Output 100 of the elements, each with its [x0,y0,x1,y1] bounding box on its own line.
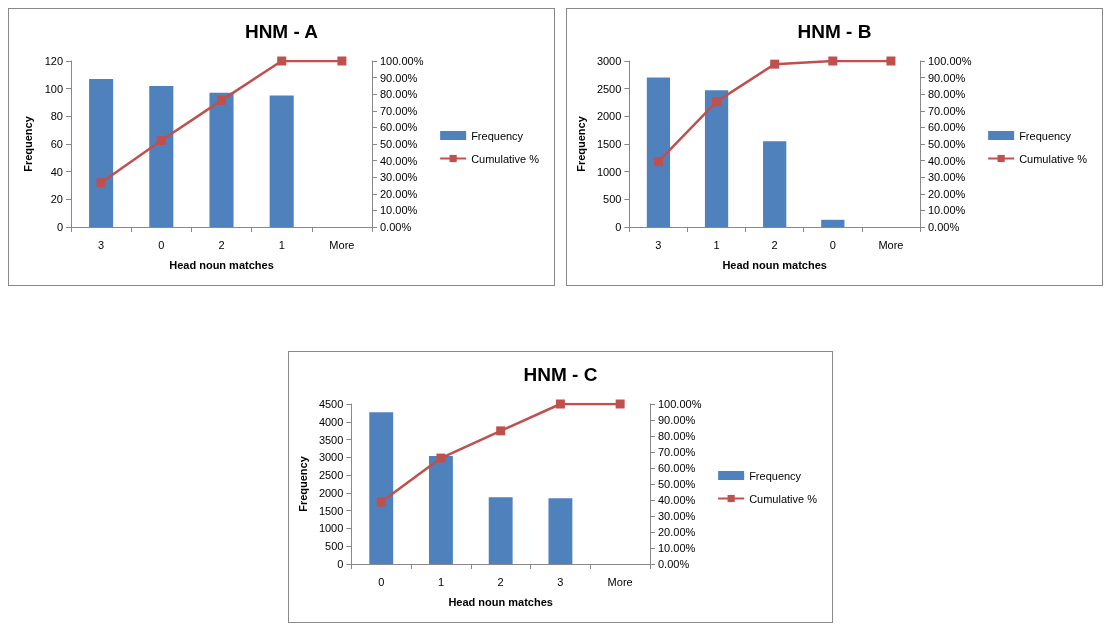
y-tick-label: 3000 [596,55,622,67]
y2-tick-label: 0.00% [380,221,412,233]
y2-tick-label: 80.00% [658,430,696,442]
x-axis-title: Head noun matches [169,258,274,271]
y-tick-label: 1000 [596,165,622,178]
y2-tick-label: 50.00% [928,138,966,150]
y2-tick-label: 60.00% [658,462,696,474]
point [436,453,446,463]
y-tick-label: 40 [50,165,63,178]
y2-tick-label: 50.00% [658,478,696,490]
point [337,56,347,66]
y-tick-label: 2000 [596,110,622,123]
y-tick-label: 80 [50,110,63,123]
y2-tick-label: 80.00% [928,88,966,101]
y2-tick-label: 50.00% [380,138,418,150]
point [886,56,896,66]
bar [821,219,845,227]
chart-title: HNM - B [797,21,872,42]
bar [548,498,573,564]
y2-tick-label: 60.00% [928,121,966,134]
y2-tick-label: 0.00% [928,221,960,233]
y2-tick-label: 20.00% [380,187,418,200]
x-tick-label: 2 [497,575,504,588]
x-tick-label: 1 [278,238,285,251]
chart-title: HNM - A [244,21,319,42]
x-tick-label: 1 [437,575,445,588]
point [277,56,287,66]
legend-label: Frequency [471,129,524,142]
legend-label: Frequency [1019,129,1072,142]
y2-tick-label: 70.00% [380,104,418,117]
y-tick-label: 3500 [318,433,344,446]
y2-tick-label: 40.00% [380,154,418,167]
y-tick-label: 20 [50,193,63,206]
x-tick-label: 2 [771,238,778,251]
y-tick-label: 1500 [318,504,344,517]
x-tick-label: More [329,238,355,251]
y2-tick-label: 10.00% [380,204,418,217]
bar [704,90,729,227]
y2-tick-label: 100.00% [658,398,702,410]
x-tick-label: 2 [218,238,225,251]
x-tick-label: 3 [557,575,564,588]
x-tick-label: More [878,238,904,251]
y2-tick-label: 10.00% [928,204,966,217]
legend-label: Cumulative % [471,152,540,165]
bar [369,412,394,564]
y2-tick-label: 30.00% [658,510,696,522]
x-tick-label: 3 [98,238,105,251]
y-axis-title: Frequency [296,455,309,512]
x-axis-title: Head noun matches [722,258,827,271]
y-tick-label: 2500 [318,469,344,482]
x-tick-label: 1 [713,238,720,251]
bar [763,141,787,227]
point [555,399,565,409]
x-tick-label: 0 [378,575,385,588]
y2-tick-label: 0.00% [658,558,690,570]
y2-tick-label: 100.00% [380,55,424,67]
y2-tick-label: 80.00% [380,88,418,101]
y-tick-label: 60 [50,138,63,150]
y2-tick-label: 20.00% [658,526,696,538]
point [217,95,226,105]
y2-tick-label: 90.00% [658,414,696,426]
point [615,399,625,409]
point [156,136,166,146]
y2-tick-label: 40.00% [658,494,696,506]
point [96,178,106,188]
point [653,157,663,167]
point [770,59,780,69]
y-tick-label: 4500 [318,398,344,410]
y-tick-label: 4000 [318,415,344,428]
y-tick-label: 500 [325,540,344,553]
legend-label: Cumulative % [749,492,818,505]
y-tick-label: 100 [44,82,63,95]
x-axis-title: Head noun matches [448,595,553,608]
y-tick-label: 3000 [318,451,344,464]
point [712,97,722,107]
y-tick-label: 120 [44,55,63,67]
legend-label: Frequency [749,469,802,482]
y2-tick-label: 70.00% [658,446,696,458]
point [496,426,506,436]
y-tick-label: 500 [603,193,622,206]
y2-tick-label: 70.00% [928,104,966,117]
y2-tick-label: 90.00% [928,71,966,84]
y2-tick-label: 30.00% [928,171,966,184]
y2-tick-label: 100.00% [928,55,972,67]
y-axis-title: Frequency [574,115,587,172]
x-tick-label: 3 [655,238,662,251]
y-tick-label: 0 [615,221,622,233]
bar [488,497,513,564]
x-tick-label: 0 [158,238,165,251]
y2-tick-label: 40.00% [928,154,966,167]
y-tick-label: 2000 [318,486,344,499]
y2-tick-label: 30.00% [380,171,418,184]
y2-tick-label: 10.00% [658,542,696,554]
point [376,497,386,507]
y-tick-label: 0 [56,221,63,233]
chart-title: HNM - C [523,364,598,385]
y2-tick-label: 90.00% [380,71,418,84]
y2-tick-label: 20.00% [928,187,966,200]
bar [646,77,671,227]
y-tick-label: 1500 [596,138,622,150]
